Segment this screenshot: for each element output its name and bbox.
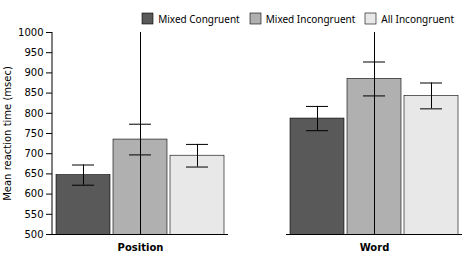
svg-text:Word: Word — [360, 242, 390, 253]
svg-text:600: 600 — [24, 188, 43, 199]
svg-text:700: 700 — [24, 148, 43, 159]
svg-text:950: 950 — [24, 47, 43, 58]
svg-text:Position: Position — [118, 242, 164, 253]
svg-text:550: 550 — [24, 209, 43, 220]
svg-text:650: 650 — [24, 168, 43, 179]
svg-text:750: 750 — [24, 128, 43, 139]
svg-text:Mean reaction time (msec): Mean reaction time (msec) — [2, 66, 13, 201]
svg-text:1000: 1000 — [18, 27, 43, 38]
html-text:Mixed Incongruent: Mixed Incongruent — [265, 11, 356, 26]
svg-text:900: 900 — [24, 67, 43, 78]
svg-text:500: 500 — [24, 229, 43, 240]
html-text:All Incongruent: All Incongruent — [381, 11, 454, 26]
svg-text:800: 800 — [24, 108, 43, 119]
html-text:Mixed Congruent: Mixed Congruent — [158, 11, 240, 26]
svg-text:850: 850 — [24, 87, 43, 98]
